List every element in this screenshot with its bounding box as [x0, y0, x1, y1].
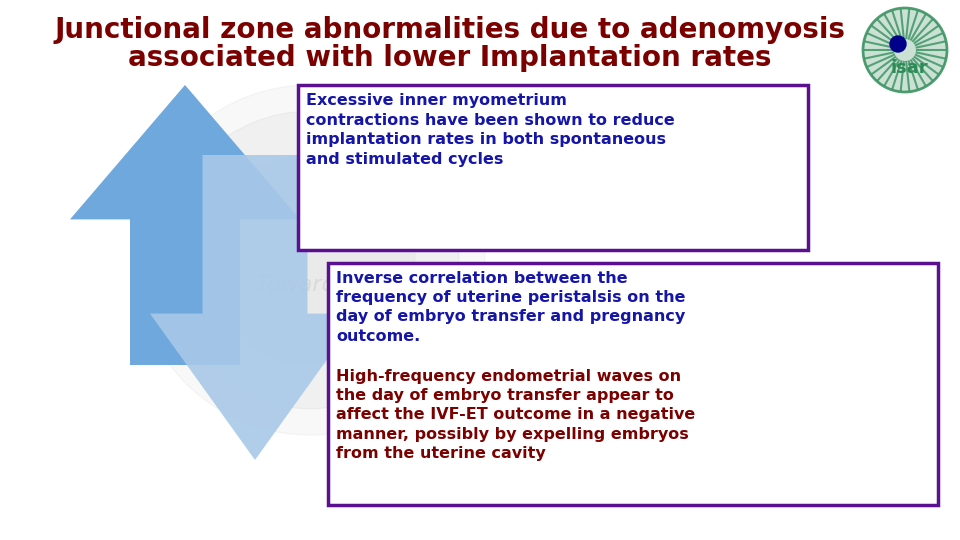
Text: Excessive inner myometrium
contractions have been shown to reduce
implantation r: Excessive inner myometrium contractions … — [306, 93, 675, 167]
Polygon shape — [150, 155, 360, 460]
Text: 2019: 2019 — [433, 184, 547, 226]
Text: High-frequency endometrial waves on
the day of embryo transfer appear to
affect : High-frequency endometrial waves on the … — [336, 369, 695, 461]
Text: Inverse correlation between the
frequency of uterine peristalsis on the
day of e: Inverse correlation between the frequenc… — [336, 271, 685, 343]
Circle shape — [161, 111, 459, 409]
Polygon shape — [70, 85, 300, 365]
Circle shape — [205, 155, 415, 365]
Circle shape — [863, 8, 947, 92]
Text: Junctional zone abnormalities due to adenomyosis: Junctional zone abnormalities due to ade… — [55, 16, 846, 44]
FancyBboxPatch shape — [298, 85, 808, 250]
Text: Towards Better Pr: Towards Better Pr — [256, 275, 454, 295]
Text: associated with lower Implantation rates: associated with lower Implantation rates — [129, 44, 772, 72]
Text: isar: isar — [890, 59, 927, 77]
FancyBboxPatch shape — [328, 263, 938, 505]
Circle shape — [890, 36, 906, 52]
Circle shape — [135, 85, 485, 435]
